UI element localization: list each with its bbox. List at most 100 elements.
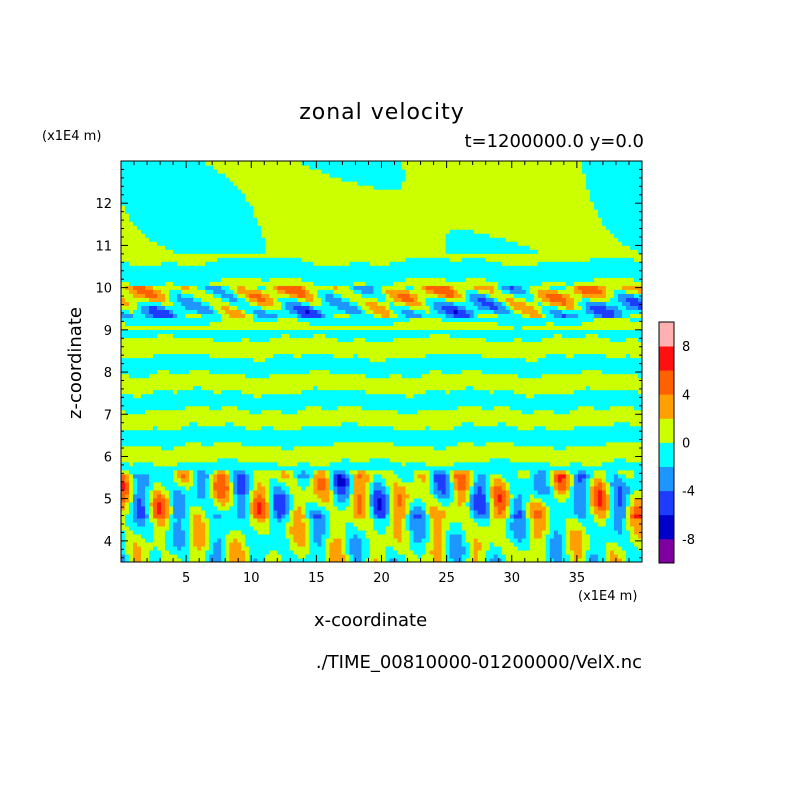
field-cell [145, 489, 150, 495]
field-cell [561, 461, 567, 467]
field-cell [301, 505, 306, 511]
field-cell [381, 521, 387, 527]
field-cell [501, 557, 507, 562]
field-cell [545, 509, 551, 515]
field-cell [125, 437, 130, 443]
field-cell [545, 461, 551, 467]
field-cell [157, 465, 162, 471]
field-cell [593, 529, 599, 535]
field-cell [325, 457, 330, 463]
field-cell [245, 405, 250, 411]
field-cell [205, 409, 210, 415]
field-cell [149, 517, 154, 523]
field-cell [433, 437, 439, 443]
field-cell [161, 501, 166, 507]
field-cell [553, 557, 559, 562]
field-cell [293, 489, 298, 495]
field-cell [621, 493, 627, 499]
field-cell [565, 529, 571, 535]
field-cell [485, 421, 491, 427]
field-cell [325, 441, 330, 447]
field-cell [153, 469, 158, 475]
field-cell [545, 553, 551, 559]
field-cell [285, 437, 290, 443]
field-cell [301, 489, 306, 495]
field-cell [453, 537, 459, 543]
field-cell [449, 449, 455, 455]
field-cell [505, 437, 511, 443]
field-cell [581, 509, 587, 515]
field-cell [177, 509, 182, 515]
field-cell [585, 545, 591, 551]
field-cell [181, 453, 186, 459]
field-cell [625, 493, 631, 499]
field-cell [137, 441, 142, 447]
field-cell [257, 461, 262, 467]
field-cell [297, 485, 302, 491]
field-cell [125, 541, 130, 547]
field-cell [561, 453, 567, 459]
field-cell [409, 413, 415, 419]
field-cell [425, 477, 431, 483]
field-cell [473, 449, 479, 455]
field-cell [537, 557, 543, 562]
field-cell [293, 517, 298, 523]
field-cell [449, 513, 455, 519]
field-cell [373, 481, 379, 487]
field-cell [309, 417, 314, 423]
field-cell [149, 501, 154, 507]
field-cell [297, 521, 302, 527]
field-cell [225, 405, 230, 411]
field-cell [169, 545, 174, 551]
field-cell [233, 541, 238, 547]
field-cell [249, 497, 254, 503]
field-cell [277, 445, 282, 451]
field-cell [421, 433, 427, 439]
field-cell [137, 477, 142, 483]
field-cell [513, 421, 519, 427]
field-cell [221, 485, 226, 491]
field-cell [517, 533, 523, 539]
field-cell [337, 437, 343, 443]
field-cell [209, 409, 214, 415]
field-cell [489, 421, 495, 427]
field-cell [209, 469, 214, 475]
field-cell [521, 437, 527, 443]
field-cell [161, 509, 166, 515]
field-cell [469, 517, 475, 523]
field-cell [617, 505, 623, 511]
field-cell [621, 441, 627, 447]
field-cell [449, 497, 455, 503]
field-cell [597, 505, 603, 511]
field-cell [237, 497, 242, 503]
field-cell [261, 553, 266, 559]
field-cell [317, 493, 322, 499]
field-cell [181, 445, 186, 451]
field-cell [153, 445, 158, 451]
field-cell [433, 489, 439, 495]
field-cell [221, 517, 226, 523]
field-cell [265, 545, 270, 551]
field-cell [545, 501, 551, 507]
field-cell [609, 433, 615, 439]
field-cell [277, 541, 282, 547]
field-cell [145, 513, 150, 519]
field-cell [357, 493, 363, 499]
field-cell [469, 461, 475, 467]
field-cell [305, 437, 310, 443]
field-cell [341, 485, 347, 491]
field-cell [309, 529, 314, 535]
field-cell [257, 529, 262, 535]
field-cell [209, 501, 214, 507]
field-cell [205, 553, 210, 559]
field-cell [269, 521, 274, 527]
field-cell [405, 497, 411, 503]
field-cell [185, 493, 190, 499]
field-cell [525, 481, 531, 487]
field-cell [137, 485, 142, 491]
field-cell [605, 537, 611, 543]
field-cell [509, 545, 515, 551]
field-cell [565, 493, 571, 499]
field-cell [245, 541, 250, 547]
field-cell [509, 437, 515, 443]
